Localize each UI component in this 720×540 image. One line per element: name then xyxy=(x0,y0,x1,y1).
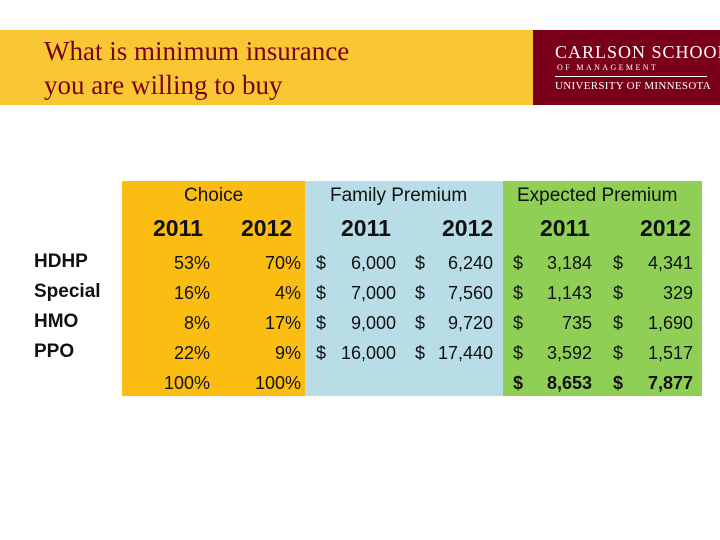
cell-expected-2011: 3,184 xyxy=(546,253,592,273)
total-choice-2012: 100% xyxy=(254,373,301,393)
cell-expected-2011: 1,143 xyxy=(546,283,592,303)
cell-expected-2012: 4,341 xyxy=(647,253,693,273)
currency-symbol: $ xyxy=(513,253,524,273)
cell-choice-2011: 8% xyxy=(183,313,210,333)
choice-year-2012-header: 2012 xyxy=(241,215,293,241)
currency-symbol: $ xyxy=(316,253,327,273)
cell-family-2011: 6,000 xyxy=(350,253,396,273)
cell-choice-2012: 17% xyxy=(264,313,301,333)
cell-expected-2012: 329 xyxy=(662,283,693,303)
cell-family-2012: 6,240 xyxy=(447,253,493,273)
currency-symbol: $ xyxy=(613,313,624,333)
expected-premium-column-block xyxy=(503,181,702,396)
school-logo: CARLSON SCHOOL OF MANAGEMENT UNIVERSITY … xyxy=(533,30,720,105)
cell-choice-2012: 70% xyxy=(264,253,301,273)
currency-symbol: $ xyxy=(513,313,524,333)
total-expected-2011: 8,653 xyxy=(546,373,592,393)
currency-symbol: $ xyxy=(316,343,327,363)
cell-choice-2011: 53% xyxy=(173,253,210,273)
cell-family-2012: 7,560 xyxy=(447,283,493,303)
cell-choice-2011: 22% xyxy=(173,343,210,363)
family-premium-column-block xyxy=(305,181,503,396)
logo-university-name: UNIVERSITY OF MINNESOTA xyxy=(555,80,711,92)
currency-symbol: $ xyxy=(415,253,426,273)
currency-symbol: $ xyxy=(513,283,524,303)
choice-column-block xyxy=(122,181,305,396)
row-label-hmo: HMO xyxy=(34,311,79,332)
cell-family-2012: 9,720 xyxy=(447,313,493,333)
cell-choice-2011: 16% xyxy=(173,283,210,303)
currency-symbol: $ xyxy=(316,313,327,333)
expected-year-2011-header: 2011 xyxy=(540,215,590,241)
cell-expected-2012: 1,690 xyxy=(647,313,693,333)
currency-symbol: $ xyxy=(415,343,426,363)
cell-family-2011: 7,000 xyxy=(350,283,396,303)
choice-year-2011-header: 2011 xyxy=(153,215,203,241)
cell-choice-2012: 4% xyxy=(274,283,301,303)
currency-symbol: $ xyxy=(513,343,524,363)
currency-symbol: $ xyxy=(415,283,426,303)
family-year-2011-header: 2011 xyxy=(341,215,391,241)
slide-title-line-2: you are willing to buy xyxy=(44,70,283,100)
slide-title: What is minimum insurance you are willin… xyxy=(44,34,504,102)
total-expected-2012: 7,877 xyxy=(647,373,693,393)
group-header-family-premium: Family Premium xyxy=(330,185,468,206)
cell-family-2012: 17,440 xyxy=(437,343,493,363)
logo-school-name: CARLSON SCHOOL xyxy=(555,42,720,62)
currency-symbol: $ xyxy=(613,343,624,363)
slide-title-line-1: What is minimum insurance xyxy=(44,36,350,66)
cell-expected-2012: 1,517 xyxy=(647,343,693,363)
expected-year-2012-header: 2012 xyxy=(640,215,692,241)
currency-symbol: $ xyxy=(513,373,524,393)
currency-symbol: $ xyxy=(613,253,624,273)
group-header-expected-premium: Expected Premium xyxy=(517,185,678,206)
logo-school-subtitle: OF MANAGEMENT xyxy=(557,63,659,72)
cell-family-2011: 9,000 xyxy=(350,313,396,333)
cell-family-2011: 16,000 xyxy=(340,343,396,363)
row-label-hdhp: HDHP xyxy=(34,251,88,272)
currency-symbol: $ xyxy=(316,283,327,303)
logo-divider xyxy=(555,76,707,77)
family-year-2012-header: 2012 xyxy=(442,215,494,241)
row-label-special: Special xyxy=(34,281,101,302)
group-header-choice: Choice xyxy=(184,185,244,206)
cell-choice-2012: 9% xyxy=(274,343,301,363)
currency-symbol: $ xyxy=(613,373,624,393)
currency-symbol: $ xyxy=(613,283,624,303)
currency-symbol: $ xyxy=(415,313,426,333)
cell-expected-2011: 735 xyxy=(561,313,592,333)
row-label-ppo: PPO xyxy=(34,341,75,362)
cell-expected-2011: 3,592 xyxy=(546,343,592,363)
total-choice-2011: 100% xyxy=(163,373,210,393)
